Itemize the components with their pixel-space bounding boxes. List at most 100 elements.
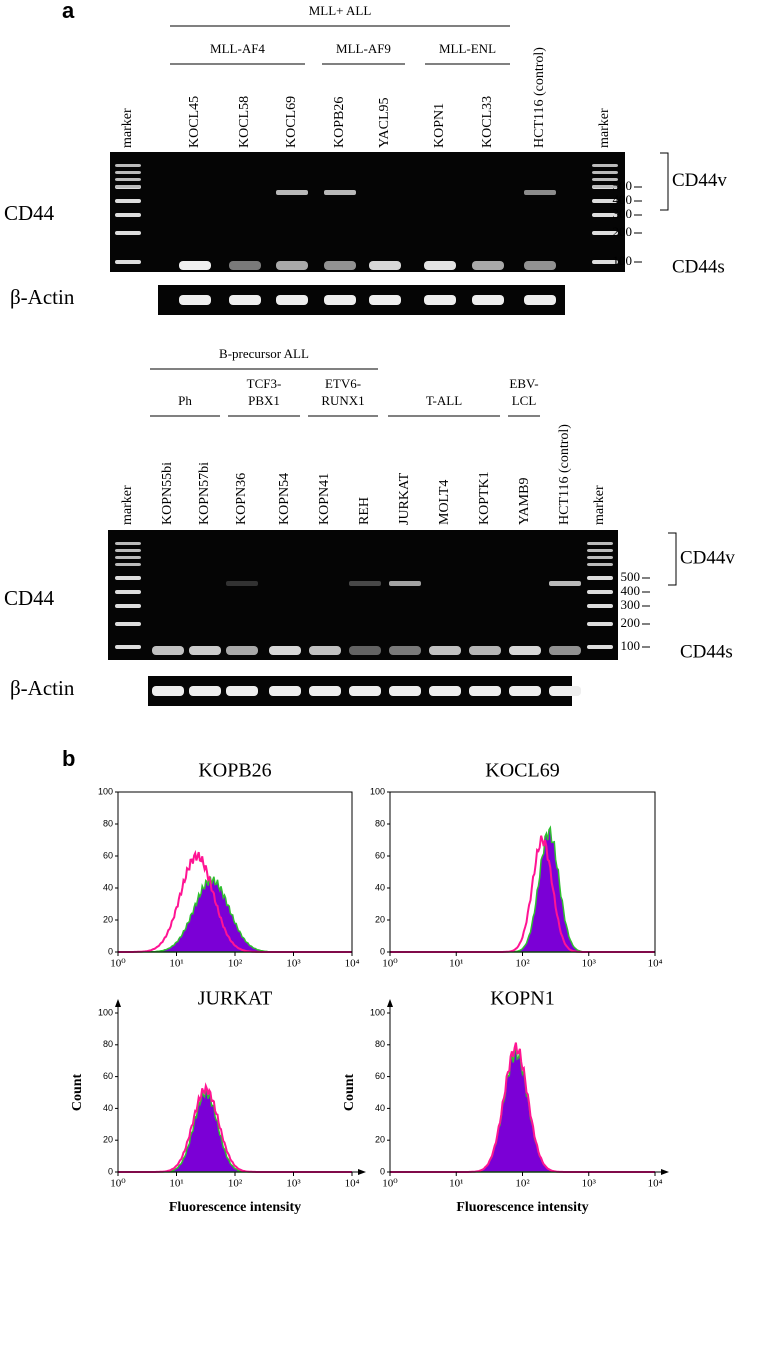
y-tick-label: 40 [375,1103,385,1113]
x-tick-label: 10¹ [169,958,183,970]
actin-band [189,686,221,696]
marker-band [115,556,141,559]
marker-band [592,231,618,235]
band [429,646,461,655]
y-tick-label: 100 [98,1007,113,1017]
arrow [115,999,121,1007]
lane-label: KOPB26 [332,97,347,148]
marker-band [587,563,613,566]
marker-band [115,185,141,188]
band [349,581,381,586]
subgroup-label: Ph [178,393,192,408]
band [226,581,258,586]
size-label: 400 [613,192,633,207]
arrow [358,1169,366,1175]
marker-band [115,178,141,181]
x-tick-label: 10⁰ [110,958,126,970]
axis-label: Count [70,1073,85,1111]
x-tick-label: 10² [515,958,530,970]
x-tick-label: 10¹ [169,1178,183,1190]
size-label: 300 [621,597,641,612]
actin-band [179,295,211,305]
y-tick-label: 0 [380,1166,385,1176]
gene-label: β-Actin [10,285,75,309]
marker-band [115,590,141,594]
plot-title: KOPN1 [490,988,554,1010]
x-tick-label: 10³ [286,958,301,970]
band [524,190,556,195]
x-tick-label: 10⁴ [648,958,663,970]
subgroup-label: LCL [512,393,537,408]
arrow [387,999,393,1007]
band [179,261,211,270]
arrow [661,1169,669,1175]
lane-label: YAMB9 [517,478,532,525]
axis-label: Fluorescence intensity [169,1200,301,1215]
size-label: 500 [613,178,633,193]
y-tick-label: 80 [103,818,113,828]
size-label: 200 [621,615,641,630]
marker-band [587,576,613,580]
lane-label: marker [592,485,607,525]
lane-label: marker [120,108,135,148]
axis-label: Fluorescence intensity [456,1200,588,1215]
marker-band [592,171,618,174]
marker-band [592,178,618,181]
size-label: 400 [621,583,641,598]
lane-label: KOCL45 [187,96,202,148]
band-label: CD44v [680,547,735,568]
band [424,261,456,270]
marker-band [115,199,141,203]
marker-band [115,645,141,649]
y-tick-label: 100 [370,1007,385,1017]
subgroup-label: PBX1 [248,393,280,408]
group-title: MLL+ ALL [309,3,372,18]
x-tick-label: 10⁰ [382,1178,398,1190]
actin-band [524,295,556,305]
bracket [668,532,677,586]
band [276,261,308,270]
y-tick-label: 20 [375,914,385,924]
marker-band [115,622,141,626]
band [269,646,301,655]
marker-band [115,549,141,552]
subgroup-label: MLL-AF9 [336,41,391,56]
band [549,646,581,655]
y-tick-label: 40 [103,1103,113,1113]
actin-band [549,686,581,696]
marker-band [115,542,141,545]
x-tick-label: 10³ [582,1178,597,1190]
subgroup-label: ETV6- [325,376,361,391]
y-tick-label: 60 [375,1071,385,1081]
marker-band [115,171,141,174]
actin-band [226,686,258,696]
x-tick-label: 10⁰ [382,958,398,970]
actin-band [509,686,541,696]
marker-band [115,231,141,235]
marker-band [592,164,618,167]
x-tick-label: 10² [228,958,243,970]
marker-band [115,563,141,566]
gene-label: CD44 [4,201,55,225]
band [524,261,556,270]
y-tick-label: 100 [370,786,385,796]
marker-band [592,185,618,188]
band [226,646,258,655]
actin-band [424,295,456,305]
actin-band [324,295,356,305]
x-tick-label: 10⁴ [345,1178,360,1190]
marker-band [592,213,618,217]
y-tick-label: 20 [103,1135,113,1145]
band [549,581,581,586]
y-tick-label: 80 [375,818,385,828]
marker-band [587,549,613,552]
lane-label: KOPTK1 [477,471,492,525]
y-tick-label: 100 [98,786,113,796]
subgroup-label: EBV- [509,376,538,391]
lane-label: JURKAT [397,472,412,525]
size-label: 200 [613,224,633,239]
x-tick-label: 10¹ [449,958,463,970]
axis-label: Count [342,1073,357,1111]
band [389,646,421,655]
y-tick-label: 40 [375,882,385,892]
